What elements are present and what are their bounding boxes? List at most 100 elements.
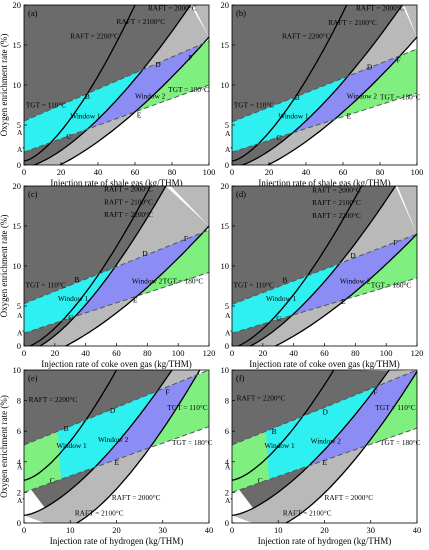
x-axis-label: Injection rate of shale gas (kg/THM) <box>258 178 390 188</box>
plot-area <box>24 186 209 346</box>
raft-curve-c <box>232 370 390 517</box>
point-label: D <box>350 251 356 260</box>
raft-curve-a <box>232 370 335 481</box>
x-tick-label: 100 <box>172 348 185 358</box>
x-tick-label: 60 <box>131 167 140 177</box>
annotation: Window 2 <box>340 277 371 286</box>
y-tick-label: 0 <box>17 160 21 170</box>
x-axis-label: Injection rate of hydrogen (kg/THM) <box>258 536 391 546</box>
annotation: RAFT = 2000°C <box>104 185 153 194</box>
panel-label: (e) <box>28 373 38 383</box>
window-1-region <box>24 370 209 493</box>
raft-band-light <box>33 5 209 165</box>
point-label: E <box>323 458 328 467</box>
point-label: F <box>373 387 377 396</box>
point-label: A' <box>17 145 24 154</box>
window-2-region <box>232 370 417 493</box>
y-tick-label: 5 <box>17 120 21 130</box>
y-tick-label: 10 <box>221 365 230 375</box>
tgt-180-line <box>24 426 209 493</box>
y-tick-label: 0 <box>225 341 229 351</box>
x-tick-label: 100 <box>380 348 393 358</box>
point-label: E <box>347 111 352 120</box>
annotation: Window 2 <box>132 277 163 286</box>
tgt-110-line <box>232 370 417 446</box>
plot-area <box>24 5 209 165</box>
point-label: B <box>295 93 300 102</box>
annotation: Window 1 <box>264 441 295 450</box>
point-label: B <box>74 275 79 284</box>
point-label: C <box>276 133 281 142</box>
x-tick-label: 30 <box>367 525 376 535</box>
raft-curve-b <box>240 5 403 165</box>
y-tick-label: 5 <box>17 301 21 311</box>
raft-curve-a <box>24 370 118 481</box>
annotation: RAFT = 2100°C <box>283 508 332 517</box>
point-label: B <box>282 276 287 285</box>
point-label: A' <box>225 496 232 505</box>
y-axis-label: Oxygen enrichment rate (%) <box>0 395 9 498</box>
point-label: A <box>17 311 23 320</box>
tgt-180-line <box>232 427 417 493</box>
panel-label: (c) <box>28 189 38 199</box>
point-label: C <box>50 476 55 485</box>
y-tick-label: 4 <box>17 457 22 467</box>
annotation: RAFT = 2100°C <box>104 197 153 206</box>
x-tick-label: 80 <box>143 348 152 358</box>
raft-curve-b <box>75 370 201 523</box>
window-2-region <box>232 234 417 334</box>
x-tick-label: 60 <box>320 348 329 358</box>
point-label: F <box>189 53 193 62</box>
x-tick-label: 0 <box>230 167 234 177</box>
point-label: E <box>115 458 120 467</box>
annotation: TGT = 180°C <box>371 281 412 290</box>
panel-label: (f) <box>236 373 245 383</box>
annotation: RAFT = 2200°C <box>282 32 331 41</box>
panel-label: (a) <box>28 8 38 18</box>
y-tick-label: 20 <box>13 181 22 191</box>
raft-curve-c <box>64 225 209 346</box>
raft-curve-b <box>249 186 396 346</box>
raft-curve-b <box>38 186 167 346</box>
point-label: C <box>258 476 263 485</box>
x-tick-label: 120 <box>203 348 216 358</box>
y-tick-label: 20 <box>221 0 230 10</box>
y-tick-label: 6 <box>225 426 229 436</box>
annotation: Window 1 <box>56 441 87 450</box>
raft-curve-c <box>58 36 209 165</box>
tgt-110-line <box>232 48 417 123</box>
x-tick-label: 40 <box>94 167 103 177</box>
tgt-180-line <box>24 84 209 153</box>
x-tick-label: 40 <box>413 525 422 535</box>
annotation: Window 1 <box>58 294 89 303</box>
annotation: Window 2 <box>135 92 166 101</box>
y-tick-label: 0 <box>17 518 21 528</box>
x-tick-label: 0 <box>22 348 26 358</box>
x-tick-label: 60 <box>112 348 121 358</box>
point-label: F <box>393 238 397 247</box>
raft-band-light <box>250 186 417 346</box>
x-tick-label: 60 <box>339 167 348 177</box>
raft-curve-a <box>236 186 363 346</box>
x-tick-label: 20 <box>320 525 329 535</box>
y-tick-label: 0 <box>17 341 21 351</box>
point-label: D <box>323 407 329 416</box>
annotation: TGT = 110°C <box>375 403 415 412</box>
annotation: RAFT = 2100°C <box>328 18 377 27</box>
panel-label: (b) <box>236 8 246 18</box>
y-tick-label: 20 <box>13 0 22 10</box>
x-tick-label: 120 <box>411 348 424 358</box>
annotation: RAFT = 2000°C <box>325 493 374 502</box>
x-tick-label: 40 <box>302 167 311 177</box>
raft-band-light-top <box>193 5 209 37</box>
point-label: A <box>225 462 231 471</box>
annotation: Window 2 <box>347 92 378 101</box>
annotation: RAFT = 2200°C <box>104 210 153 219</box>
point-label: D <box>142 249 148 258</box>
x-tick-label: 20 <box>259 348 268 358</box>
raft-curve-a <box>24 5 136 162</box>
